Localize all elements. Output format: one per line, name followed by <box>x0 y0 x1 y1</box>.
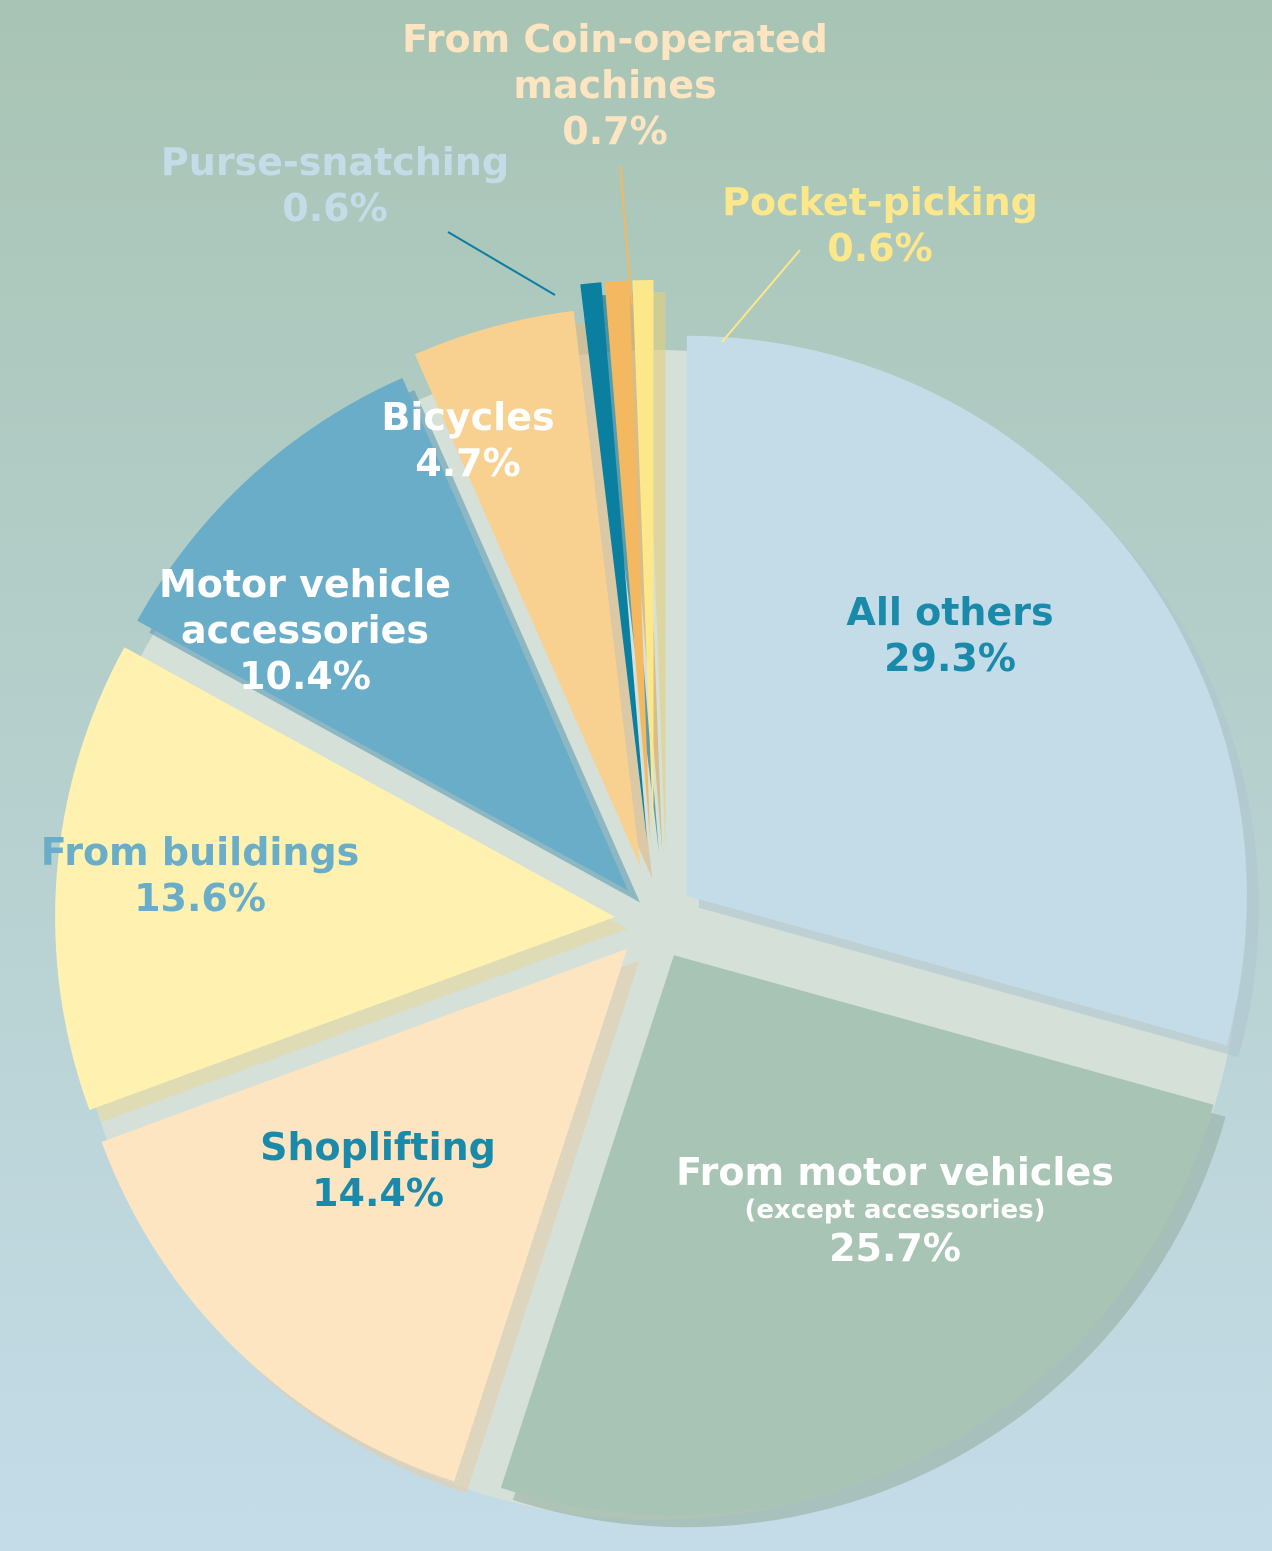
category-label: From Coin-operated machines <box>402 17 828 107</box>
pie-slice <box>137 377 628 891</box>
category-label: From buildings <box>40 830 360 874</box>
category-label: Shoplifting <box>260 1125 496 1169</box>
pie-slice <box>414 310 641 867</box>
value-label: 25.7% <box>829 1226 961 1270</box>
value-label: 29.3% <box>884 636 1016 680</box>
slice-label: From Coin-operated machines 0.7% <box>375 16 855 154</box>
value-label: 13.6% <box>134 876 266 920</box>
pie-slice <box>55 647 616 1110</box>
pie-slice <box>604 280 651 841</box>
pie-slice <box>500 955 1214 1516</box>
category-label: From motor vehicles <box>676 1150 1114 1194</box>
leader-line <box>447 231 556 296</box>
value-label: 0.7% <box>562 109 668 153</box>
category-label: Bicycles <box>381 395 555 439</box>
pie-slice <box>632 280 654 841</box>
category-label: Pocket-picking <box>722 180 1038 224</box>
leader-line <box>721 249 801 343</box>
slice-label: Purse-snatching 0.6% <box>75 139 595 231</box>
slice-label: All others 29.3% <box>690 589 1210 681</box>
leader-line <box>619 164 633 306</box>
slice-label: From buildings 13.6% <box>0 829 460 921</box>
annotation: (except accessories) <box>744 1195 1046 1225</box>
slice-label: Motor vehicle accessories 10.4% <box>135 561 475 699</box>
value-label: 14.4% <box>312 1171 444 1215</box>
value-label: 4.7% <box>415 441 521 485</box>
pie-slice <box>101 948 628 1482</box>
value-label: 0.6% <box>827 226 933 270</box>
category-label: All others <box>846 590 1054 634</box>
slice-label: From motor vehicles (except accessories) 2… <box>635 1149 1155 1271</box>
slice-label: Bicycles 4.7% <box>208 394 728 486</box>
slice-label: Pocket-picking 0.6% <box>620 179 1140 271</box>
pie-slice <box>580 282 647 841</box>
category-label: Purse-snatching <box>160 140 510 184</box>
category-label: Motor vehicle accessories <box>158 562 452 652</box>
value-label: 0.6% <box>282 186 388 230</box>
slice-label: Shoplifting 14.4% <box>118 1124 638 1216</box>
value-label: 10.4% <box>239 654 371 698</box>
pie-slice <box>686 335 1247 1046</box>
